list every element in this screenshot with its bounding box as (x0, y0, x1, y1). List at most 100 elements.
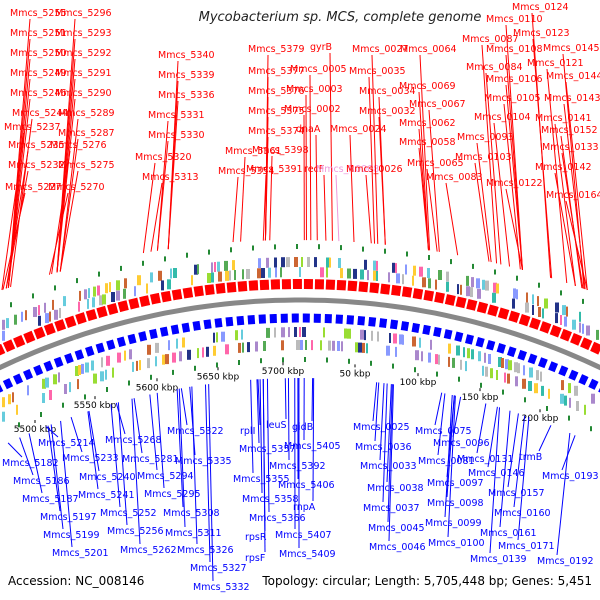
forward-gene-leader (232, 176, 239, 243)
reverse-gene-leader (372, 382, 378, 422)
forward-gene-label: Mmcs_5375 (248, 106, 305, 117)
reverse-feature-track-block (241, 329, 243, 340)
reverse-gene-leader (388, 384, 394, 542)
outer-feature-track-block (158, 270, 162, 281)
inner-feature-track-block (415, 350, 419, 361)
reverse-feature-track-block (448, 343, 451, 354)
forward-gene-leader (418, 147, 430, 251)
outer-feature-track-block (395, 263, 397, 274)
reverse-feature-track-block (498, 357, 502, 367)
reverse-gene-label: rplI (240, 426, 255, 437)
forward-gene-label: Mmcs_5235 (8, 140, 65, 151)
reverse-feature-track-block (402, 334, 404, 345)
reverse-feature-track-block (2, 397, 5, 408)
reverse-gene-label: Mmcs_0139 (470, 554, 527, 565)
inner-tick-mark (18, 422, 20, 428)
outer-feature-track-block (555, 302, 559, 313)
forward-gene-label: Mmcs_0058 (399, 137, 456, 148)
inner-feature-track-block (435, 354, 438, 365)
reverse-gene-label: Mmcs_5332 (193, 582, 250, 593)
forward-gene-leader (554, 172, 576, 286)
inner-tick-mark (436, 371, 438, 377)
outer-feature-track-block (79, 290, 81, 301)
forward-gene-leader (485, 72, 502, 265)
reverse-gene-leader (556, 432, 571, 556)
reverse-gene-leader (178, 388, 186, 528)
reverse-feature-track-block (235, 330, 238, 341)
forward-gene-leader (493, 122, 511, 267)
inner-feature-track-block (485, 366, 488, 377)
forward-gene-leader (262, 174, 267, 241)
forward-feature-track-block (326, 267, 328, 278)
reverse-gene-label: Mmcs_5197 (40, 512, 97, 523)
reverse-feature-track-block (42, 378, 46, 389)
reverse-feature-track-block (78, 365, 81, 375)
reverse-feature-track-block (347, 328, 351, 339)
outer-feature-track-block (194, 264, 198, 275)
reverse-feature-track-block (364, 330, 366, 341)
reverse-feature-track-block (484, 352, 486, 363)
reverse-gene-leader (50, 424, 64, 530)
forward-feature-track-block (280, 267, 282, 278)
forward-gene-label: Mmcs_5227 (5, 182, 62, 193)
forward-gene-leader (59, 138, 79, 272)
reverse-gene-leader (386, 384, 392, 483)
inner-feature-track-block (64, 384, 67, 394)
forward-gene-label: Mmcs_0064 (400, 44, 457, 55)
outer-feature-track-block (214, 262, 216, 272)
reverse-gene-leader (47, 425, 61, 512)
forward-feature-track-block (49, 311, 51, 322)
inner-feature-track-block (460, 359, 462, 370)
reverse-feature-track-block (216, 332, 218, 343)
forward-gene-leader (349, 134, 355, 243)
inner-feature-track-block (172, 352, 176, 363)
topology-summary: Topology: circular; Length: 5,705,448 bp… (262, 574, 592, 588)
reverse-gene-label: Mmcs_5214 (38, 438, 95, 449)
forward-strand-track (0, 279, 600, 356)
forward-gene-label: Mmcs_5244 (12, 108, 69, 119)
forward-feature-track-block (367, 270, 369, 281)
forward-feature-track-block (54, 309, 58, 320)
reverse-gene-label: Mmcs_5335 (175, 456, 232, 467)
reverse-feature-track-block (399, 334, 403, 345)
reverse-gene-leader (115, 402, 126, 435)
forward-feature-track-block (582, 323, 584, 334)
reverse-gene-leader (259, 379, 263, 494)
reverse-gene-leader (149, 394, 158, 471)
inner-tick-mark (524, 397, 526, 403)
reverse-gene-label: Mmcs_0037 (363, 503, 420, 514)
outer-tick-mark (450, 259, 452, 265)
forward-gene-label: Mmcs_0142 (535, 162, 592, 173)
outer-feature-track-block (6, 318, 9, 329)
reverse-gene-leader (446, 395, 455, 498)
outer-feature-track-block (566, 306, 568, 317)
forward-gene-label: Mmcs_5232 (8, 160, 65, 171)
forward-gene-leader (554, 123, 576, 286)
reverse-feature-track-block (471, 349, 474, 360)
forward-gene-label: Mmcs_5289 (58, 108, 115, 119)
inner-feature-track-block (206, 346, 209, 357)
forward-gene-label: Mmcs_0144 (546, 71, 600, 82)
forward-gene-label: Mmcs_0145 (543, 43, 600, 54)
reverse-feature-track-block (124, 350, 126, 361)
reverse-feature-track-block (129, 349, 132, 360)
reverse-feature-track-block (536, 370, 539, 381)
reverse-gene-label: Mmcs_0033 (360, 461, 417, 472)
reverse-feature-track-block (27, 385, 29, 396)
forward-gene-leader (323, 174, 327, 241)
forward-gene-leader (2, 192, 26, 290)
forward-gene-label: Mmcs_5398 (252, 145, 309, 156)
outer-feature-track-block (124, 278, 127, 289)
outer-feature-track-block (532, 294, 534, 305)
reverse-gene-leader (447, 395, 456, 538)
reverse-gene-label: Mmcs_5233 (62, 453, 119, 464)
forward-gene-label: Mmcs_0093 (457, 132, 514, 143)
outer-feature-track-block (266, 257, 269, 268)
outer-tick-mark (516, 275, 518, 281)
forward-feature-track-block (111, 292, 115, 302)
forward-gene-leader (329, 52, 333, 241)
reverse-gene-label: Mmcs_5294 (137, 471, 194, 482)
outer-tick-mark (296, 244, 298, 249)
outer-tick-mark (560, 290, 562, 296)
forward-gene-label: Mmcs_5249 (10, 68, 67, 79)
